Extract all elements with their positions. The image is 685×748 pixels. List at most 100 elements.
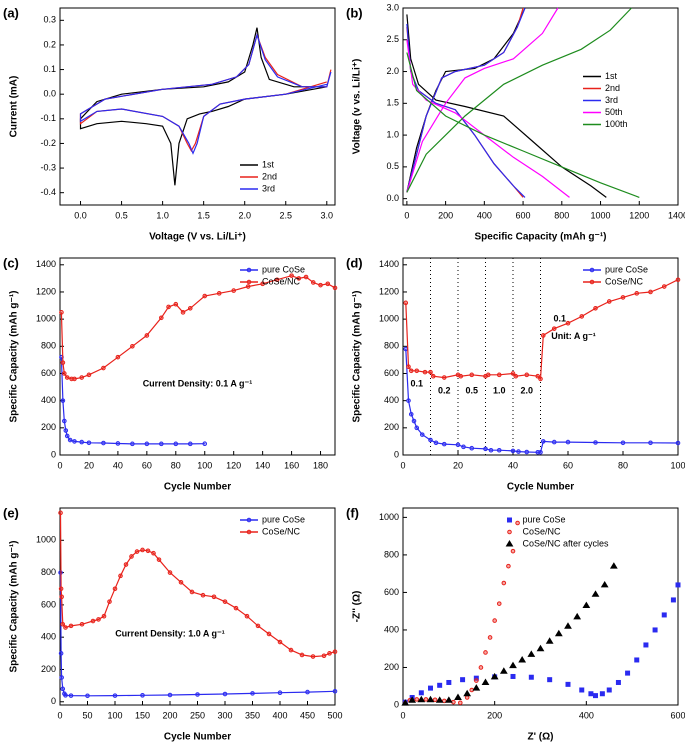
x-tick-label: 100 (670, 460, 685, 470)
marker (408, 696, 417, 703)
marker (505, 540, 514, 547)
marker (332, 285, 338, 291)
marker (277, 639, 283, 645)
x-tick-label: 0 (400, 460, 405, 470)
x-tick-label: 100 (197, 460, 212, 470)
marker (433, 440, 439, 446)
marker (426, 695, 435, 703)
marker (411, 418, 417, 424)
y-tick-label: 200 (384, 662, 399, 672)
marker (516, 449, 521, 454)
marker (490, 672, 499, 680)
marker (68, 693, 74, 698)
y-tick-label: -0.3 (40, 162, 56, 172)
y-axis-label: Specific Capacity (mAh g⁻¹) (352, 291, 363, 423)
marker (140, 693, 145, 698)
marker (403, 346, 409, 352)
marker (507, 529, 512, 535)
y-tick-label: 0 (51, 449, 56, 459)
marker (473, 675, 479, 681)
marker (408, 411, 414, 417)
x-tick-label: 0.5 (115, 210, 128, 220)
marker (528, 674, 534, 680)
y-tick-label: 0.1 (43, 64, 56, 74)
marker (332, 649, 338, 655)
x-tick-label: 200 (162, 710, 177, 720)
marker (648, 440, 653, 446)
annotation: 0.5 (465, 386, 478, 396)
marker (101, 365, 106, 371)
x-tick-label: 160 (284, 460, 299, 470)
marker (441, 441, 447, 447)
y-tick-label: 800 (41, 341, 56, 351)
annotation: Current Density: 0.1 A g⁻¹ (143, 379, 253, 389)
marker (454, 693, 462, 700)
marker (524, 372, 530, 378)
marker (441, 698, 447, 704)
legend-label: 100th (605, 119, 628, 129)
marker (670, 597, 676, 603)
marker (496, 447, 502, 453)
marker (499, 667, 508, 674)
marker (428, 437, 433, 443)
marker (408, 368, 414, 374)
marker (547, 677, 553, 683)
x-tick-label: 2.0 (238, 210, 251, 220)
marker (545, 637, 554, 644)
marker (481, 678, 490, 685)
x-tick-label: 140 (255, 460, 270, 470)
y-tick-label: 1200 (36, 286, 56, 296)
marker (173, 301, 179, 307)
y-tick-label: 600 (41, 368, 56, 378)
marker (582, 601, 591, 609)
marker (589, 279, 595, 285)
x-tick-label: 1.5 (197, 210, 210, 220)
x-tick-label: 1200 (629, 210, 649, 220)
marker (419, 432, 425, 437)
marker (414, 425, 420, 431)
y-tick-label: -0.2 (40, 138, 56, 148)
marker (474, 678, 479, 683)
y-tick-label: 800 (41, 567, 56, 577)
marker (72, 376, 77, 382)
marker (620, 440, 626, 446)
marker (173, 441, 179, 447)
marker (130, 344, 135, 349)
panel: (a) Voltage (V vs. Li/Li⁺) Current (mA) 0.0… (3, 5, 336, 243)
panel: (d) Cycle Number Specific Capacity (mAh g⁻… (346, 255, 685, 492)
series-line (406, 7, 524, 198)
marker (118, 573, 123, 579)
marker (318, 282, 323, 288)
marker (509, 661, 517, 669)
marker (167, 570, 173, 575)
annotation: 2.0 (520, 386, 533, 396)
y-tick-label: 2.0 (386, 66, 399, 76)
marker (515, 520, 520, 526)
marker (134, 549, 140, 554)
marker (593, 305, 598, 311)
marker (60, 398, 66, 403)
panel-label: (d) (346, 255, 363, 270)
marker (513, 373, 519, 379)
marker (310, 280, 316, 285)
marker (538, 376, 543, 382)
x-tick-label: 300 (217, 710, 232, 720)
x-tick-label: 50 (82, 710, 92, 720)
marker (675, 582, 681, 588)
marker (332, 688, 338, 694)
annotation: 0.1 (410, 379, 423, 389)
annotation: 0.1 (553, 314, 566, 324)
marker (288, 647, 294, 653)
marker (455, 442, 461, 448)
marker (140, 547, 145, 553)
marker (200, 592, 206, 598)
marker (406, 364, 411, 369)
legend-label: 2nd (262, 171, 277, 181)
marker (195, 692, 200, 697)
x-tick-label: 600 (670, 710, 685, 720)
marker (478, 665, 484, 670)
panel: (b) Specific Capacity (mAh g⁻¹) Voltage (v… (346, 2, 685, 242)
y-tick-label: 1.5 (386, 98, 399, 108)
y-tick-label: -0.1 (40, 113, 56, 123)
y-axis-label: Current (mA) (9, 76, 20, 138)
